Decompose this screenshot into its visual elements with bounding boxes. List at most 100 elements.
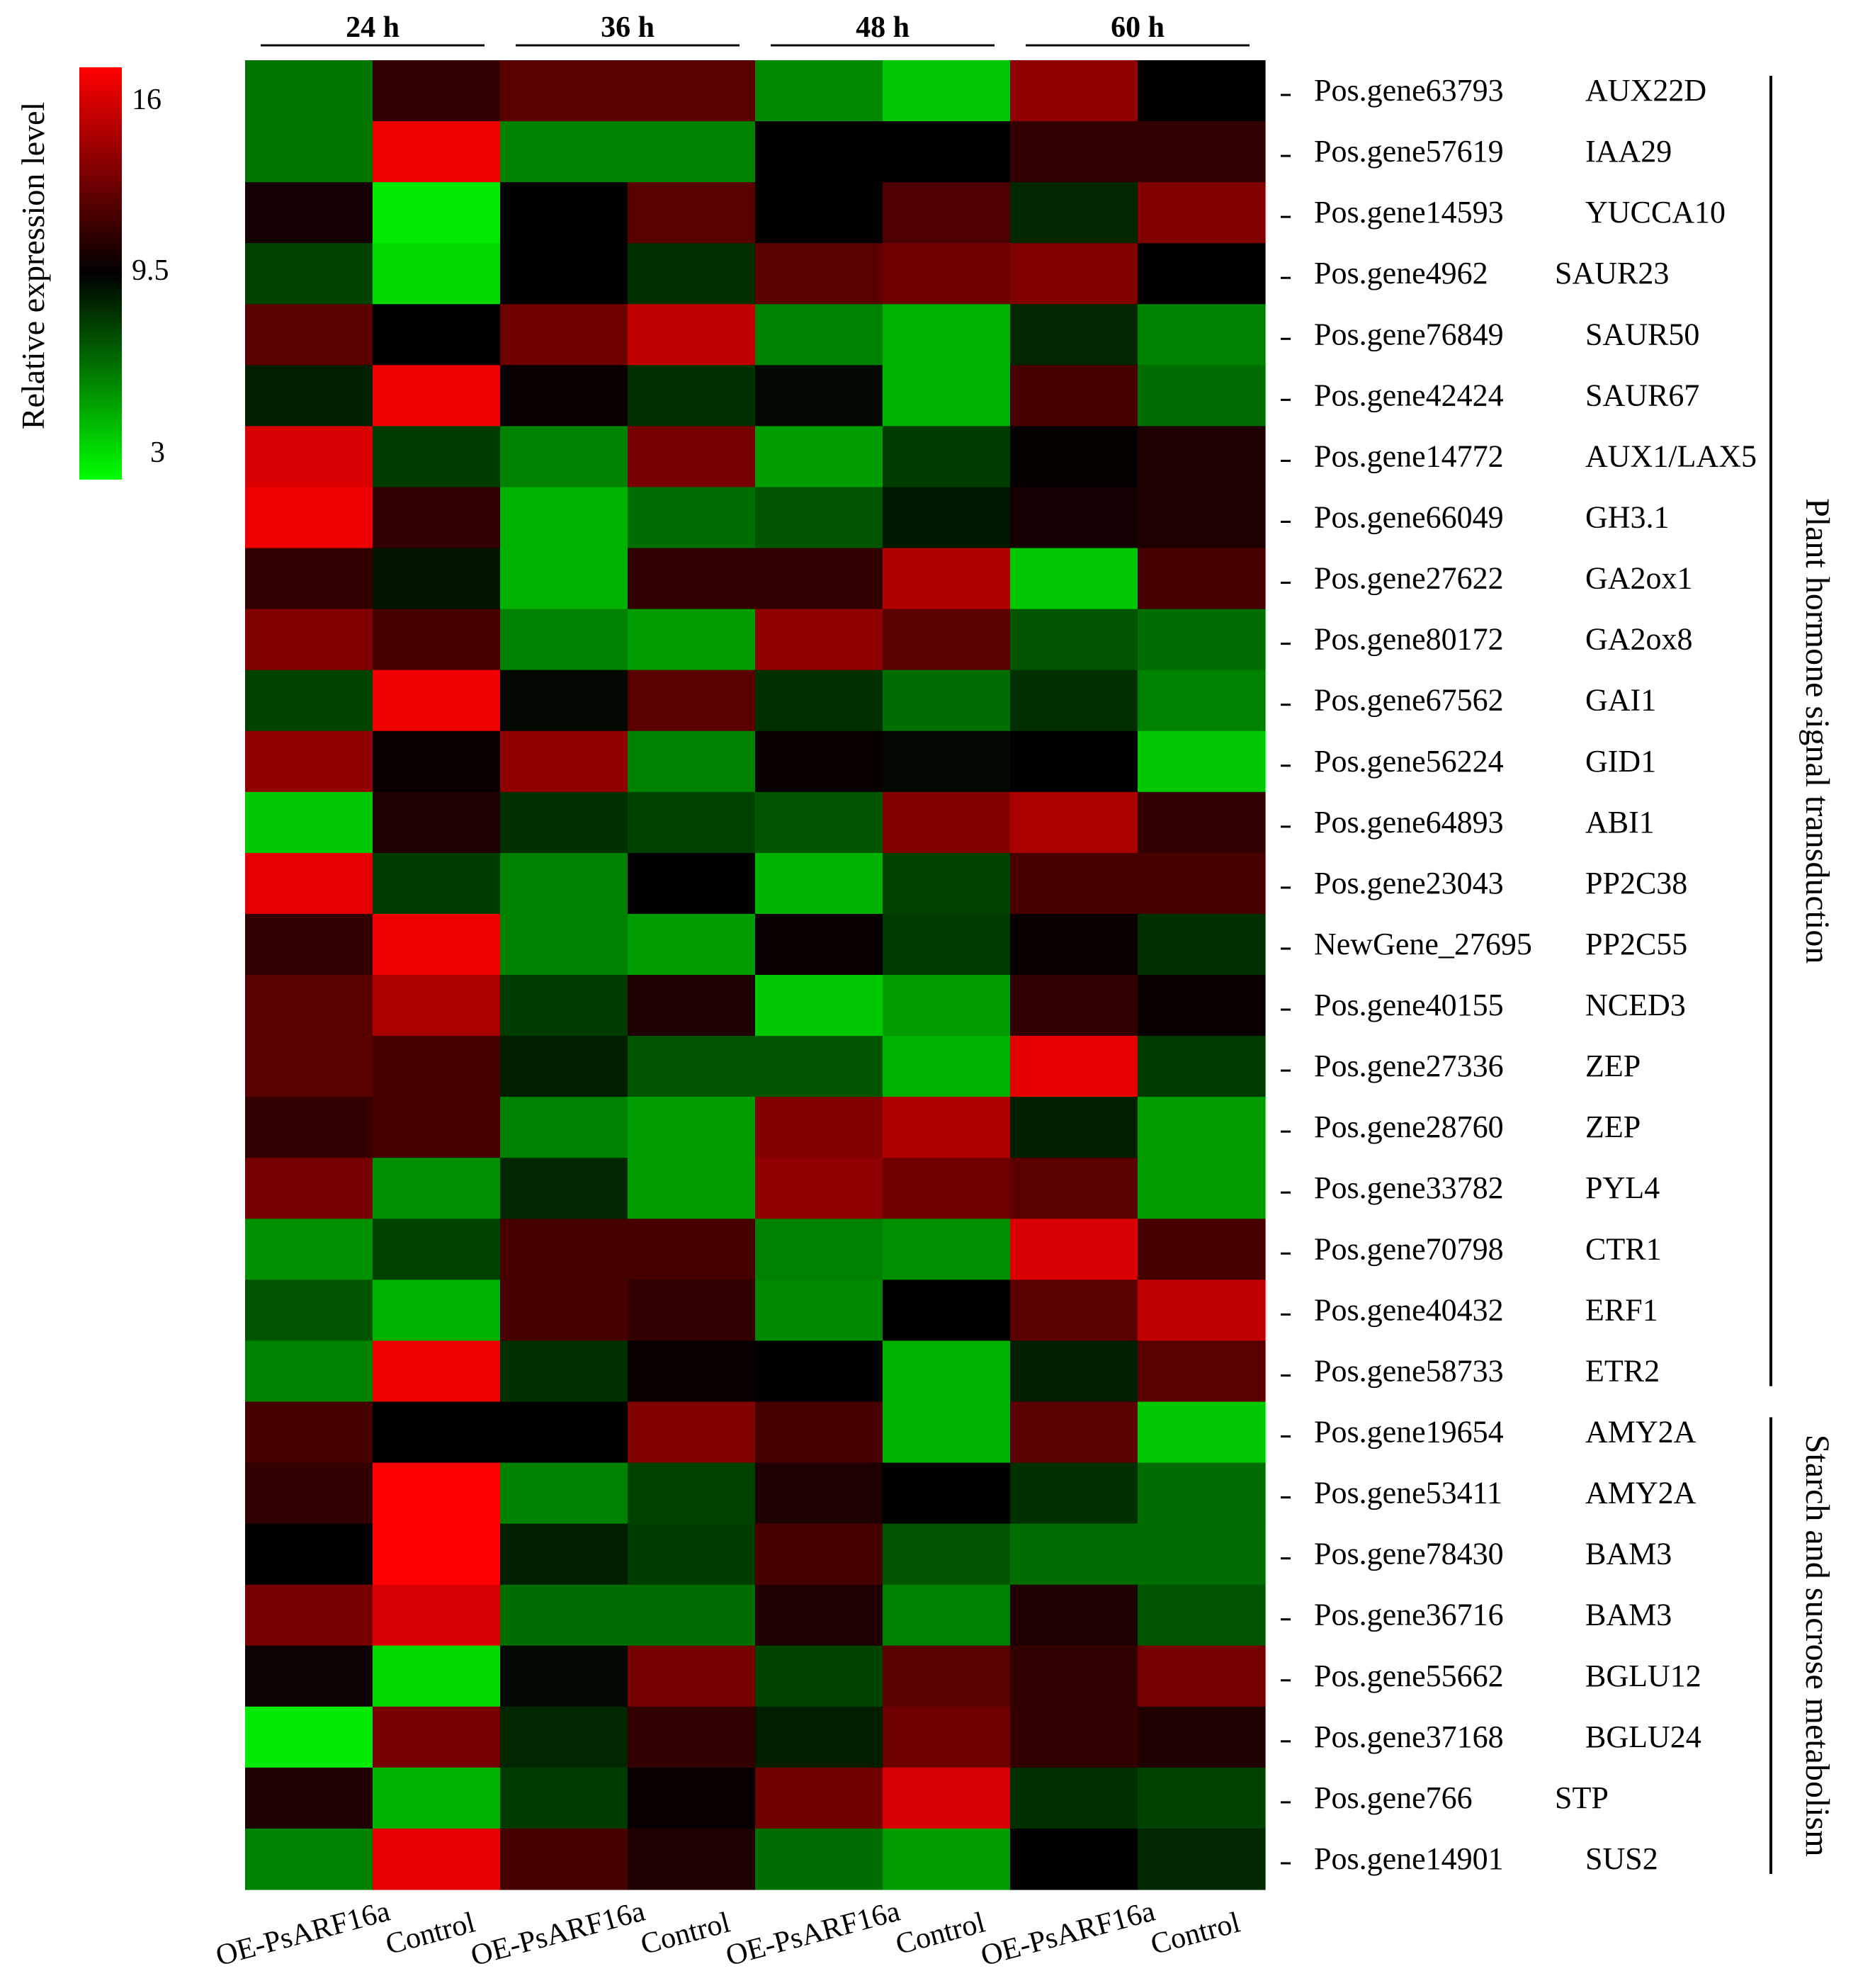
row-gene-id: Pos.gene58733 [1314,1353,1504,1388]
heatmap-cell [628,1219,756,1280]
heatmap-cell [1010,1584,1138,1647]
row-gene-id: Pos.gene70798 [1314,1231,1504,1266]
row-gene-id: NewGene_27695 [1314,927,1532,961]
row-gene-name: SUS2 [1585,1841,1658,1876]
group-title: Plant hormone signal transduction [1798,498,1836,964]
heatmap-cell [1138,1340,1266,1403]
row-gene-id: Pos.gene42424 [1314,378,1504,412]
legend-tick-max: 16 [132,84,162,116]
heatmap-cell [500,1584,628,1647]
heatmap-cell [1138,1584,1266,1647]
heatmap-cell [373,1645,501,1707]
heatmap-cell [628,1340,756,1403]
heatmap-cell [500,1097,628,1158]
heatmap-cell [1138,548,1266,610]
heatmap-cell [373,1280,501,1341]
heatmap-cell [883,60,1011,122]
column-label: Control [638,1907,734,1962]
heatmap-cell [883,1462,1011,1525]
heatmap-cell [500,1158,628,1219]
row-gene-name: ERF1 [1585,1292,1658,1327]
row-gene-id: Pos.gene80172 [1314,622,1504,657]
heatmap-cell [1138,1036,1266,1097]
heatmap-cell [755,1767,883,1829]
heatmap-cell [245,1706,373,1768]
heatmap-cell [500,60,628,122]
heatmap-cell [755,1340,883,1403]
heatmap-cell [1010,975,1138,1037]
heatmap-cell [755,304,883,366]
heatmap-cell [755,670,883,732]
heatmap-cell [1010,1523,1138,1586]
heatmap-cell [755,121,883,183]
heatmap-cell [500,1706,628,1768]
column-labels: OE-PsARF16aControlOE-PsARF16aControlOE-P… [213,1895,1244,1973]
heatmap-cell [883,1036,1011,1097]
legend-colorbar [79,67,122,480]
heatmap-cell [1138,365,1266,427]
row-gene-id: Pos.gene64893 [1314,805,1504,840]
heatmap-cell [1138,121,1266,183]
heatmap-cell [245,487,373,549]
row-gene-id: Pos.gene67562 [1314,683,1504,718]
heatmap-cell [245,60,373,122]
heatmap-cell [628,1767,756,1829]
heatmap-cell [500,365,628,427]
heatmap-cell [373,609,501,671]
heatmap-cell [1010,243,1138,305]
heatmap-cell [883,121,1011,183]
row-gene-id: Pos.gene27336 [1314,1049,1504,1083]
heatmap-cell [1138,913,1266,976]
heatmap-cell [755,1462,883,1525]
heatmap-cell [1010,426,1138,488]
row-gene-id: Pos.gene14772 [1314,439,1504,473]
heatmap-cell [628,60,756,122]
heatmap-cell [1138,791,1266,854]
heatmap-cell [1138,1280,1266,1341]
heatmap-cell [1010,304,1138,366]
heatmap-cell [245,609,373,671]
heatmap-cell [1010,913,1138,976]
row-gene-id: Pos.gene28760 [1314,1109,1504,1144]
heatmap-cell [373,1523,501,1586]
heatmap-cell [628,1462,756,1525]
row-gene-name: GA2ox1 [1585,561,1693,596]
heatmap-cell [500,182,628,244]
heatmap-cell [755,1645,883,1707]
heatmap-cell [883,609,1011,671]
heatmap-cell [500,1280,628,1341]
heatmap-cell [373,1036,501,1097]
heatmap-cell [373,1706,501,1768]
pathway-groups: Plant hormone signal transduction Starch … [1769,76,1836,1874]
heatmap-cell [373,670,501,732]
heatmap-cell [373,1828,501,1890]
heatmap-cell [1010,1219,1138,1280]
heatmap-cell [1010,1462,1138,1525]
heatmap-cell [883,1645,1011,1707]
row-gene-name: GAI1 [1585,683,1656,718]
column-label: OE-PsARF16a [978,1895,1159,1973]
heatmap-cell [1138,609,1266,671]
heatmap-cell [373,548,501,610]
row-gene-id: Pos.gene23043 [1314,866,1504,900]
heatmap-cell [500,121,628,183]
heatmap-cell [1138,243,1266,305]
heatmap-cell [755,1280,883,1341]
heatmap-cell [500,1036,628,1097]
group-title: Starch and sucrose metabolism [1798,1435,1836,1857]
heatmap-cell [500,1767,628,1829]
heatmap-cell [1010,670,1138,732]
heatmap-cell [245,913,373,976]
row-gene-name: AUX22D [1585,73,1706,108]
heatmap-cell [245,365,373,427]
row-gene-id: Pos.gene66049 [1314,500,1504,535]
heatmap-cell [500,1401,628,1464]
heatmap-cell [373,1097,501,1158]
row-gene-name: AMY2A [1585,1476,1696,1510]
row-gene-id: Pos.gene36716 [1314,1598,1504,1632]
heatmap-cell [628,1036,756,1097]
row-gene-id: Pos.gene53411 [1314,1476,1502,1510]
heatmap-cell [1138,60,1266,122]
heatmap-cell [628,487,756,549]
heatmap-cell [628,1158,756,1219]
